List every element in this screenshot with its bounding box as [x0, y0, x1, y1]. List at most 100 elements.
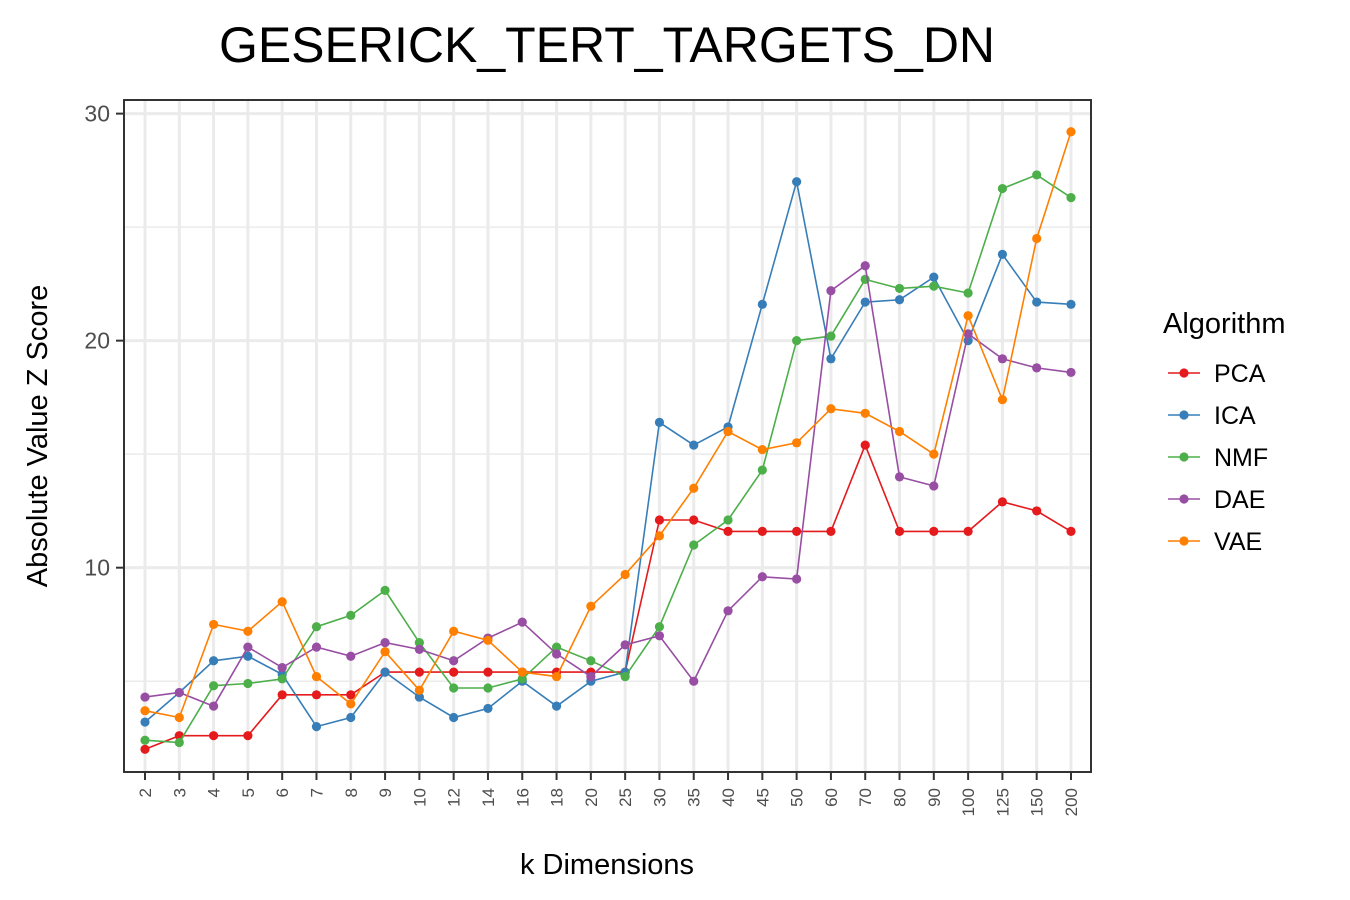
data-point-vae: [1032, 233, 1042, 244]
data-point-dae: [346, 651, 356, 661]
data-point-vae: [1066, 127, 1076, 137]
data-point-dae: [311, 642, 322, 652]
legend-key-point: [1179, 410, 1189, 420]
data-point-ica: [826, 354, 836, 364]
data-point-pca: [963, 526, 973, 536]
data-point-dae: [243, 642, 253, 652]
data-point-dae: [586, 672, 596, 682]
data-point-pca: [277, 690, 287, 700]
data-point-ica: [689, 440, 699, 450]
data-point-dae: [449, 656, 459, 666]
data-point-vae: [757, 445, 767, 455]
series-line-pca: [144, 442, 1072, 751]
legend-label: ICA: [1214, 402, 1256, 430]
x-tick-label: 16: [513, 788, 532, 807]
data-point-dae: [414, 644, 424, 655]
x-tick-label: 200: [1062, 788, 1081, 816]
data-point-vae: [620, 569, 630, 580]
x-tick-label: 8: [342, 788, 361, 797]
y-axis: 10 20 30: [84, 101, 124, 581]
data-point-ica: [140, 717, 150, 727]
data-point-ica: [243, 651, 253, 661]
legend-label: NMF: [1214, 444, 1268, 472]
data-point-ica: [860, 297, 870, 307]
data-point-pca: [414, 667, 424, 677]
x-tick-label: 90: [925, 788, 944, 807]
data-point-ica: [483, 703, 493, 714]
x-tick-label: 80: [891, 788, 910, 807]
x-tick-label: 5: [239, 788, 258, 797]
data-point-ica: [208, 656, 219, 666]
x-tick-label: 70: [856, 788, 875, 807]
x-tick-label: 35: [685, 788, 704, 807]
y-tick-label: 10: [84, 555, 110, 581]
legend-title: Algorithm: [1163, 308, 1286, 340]
data-point-pca: [483, 667, 493, 677]
data-point-dae: [140, 692, 150, 702]
x-tick-label: 100: [959, 788, 978, 816]
legend-item-vae: VAE: [1168, 528, 1262, 556]
data-point-nmf: [894, 283, 905, 294]
data-point-dae: [792, 574, 802, 584]
x-tick-label: 9: [376, 788, 395, 797]
data-point-nmf: [963, 288, 973, 298]
data-point-nmf: [449, 683, 459, 693]
data-point-vae: [380, 647, 390, 657]
data-point-dae: [517, 617, 527, 627]
data-point-nmf: [620, 672, 630, 682]
data-point-ica: [1066, 299, 1076, 309]
legend-item-dae: DAE: [1168, 486, 1265, 514]
data-point-nmf: [243, 678, 253, 689]
x-tick-label: 40: [719, 788, 738, 807]
legend-item-nmf: NMF: [1168, 444, 1268, 472]
data-point-nmf: [380, 585, 390, 595]
x-tick-label: 3: [170, 788, 189, 797]
legend-key-point: [1179, 452, 1189, 462]
grid-major: [124, 100, 1091, 772]
x-tick-label: 14: [479, 788, 498, 807]
data-point-vae: [894, 426, 905, 437]
data-point-nmf: [1032, 170, 1042, 180]
data-point-ica: [449, 712, 459, 723]
data-point-nmf: [551, 642, 562, 652]
series-line-ica: [144, 181, 1072, 728]
data-point-vae: [860, 408, 870, 418]
data-point-nmf: [346, 610, 356, 620]
plot-panel-border: [123, 99, 1092, 773]
data-point-ica: [757, 299, 767, 309]
data-point-nmf: [517, 674, 527, 684]
data-point-vae: [140, 706, 150, 716]
data-point-dae: [894, 472, 905, 482]
data-point-nmf: [311, 622, 322, 632]
data-point-dae: [963, 329, 973, 339]
x-tick-label: 10: [410, 788, 429, 807]
data-point-vae: [963, 311, 973, 321]
x-tick-label: 50: [788, 788, 807, 807]
data-point-dae: [380, 637, 390, 648]
data-point-pca: [894, 526, 905, 536]
data-point-nmf: [1066, 193, 1076, 203]
data-point-pca: [140, 744, 150, 754]
data-point-nmf: [757, 465, 767, 475]
legend-key-point: [1179, 494, 1189, 504]
data-point-vae: [551, 672, 562, 682]
data-point-dae: [723, 606, 733, 616]
legend-key-point: [1179, 536, 1189, 546]
data-point-vae: [243, 626, 253, 636]
data-point-vae: [792, 438, 802, 448]
y-tick-label: 20: [84, 328, 110, 354]
data-point-vae: [654, 531, 665, 541]
data-point-dae: [826, 286, 836, 296]
data-point-pca: [1032, 506, 1042, 516]
data-point-nmf: [654, 622, 665, 632]
series-line-dae: [144, 264, 1072, 708]
series-nmf: [140, 170, 1076, 748]
data-point-dae: [1066, 367, 1076, 378]
data-point-pca: [826, 526, 836, 536]
data-point-vae: [277, 597, 287, 607]
data-point-nmf: [997, 183, 1008, 194]
data-point-dae: [277, 662, 287, 673]
x-tick-label: 30: [650, 788, 669, 807]
data-point-pca: [997, 497, 1008, 507]
